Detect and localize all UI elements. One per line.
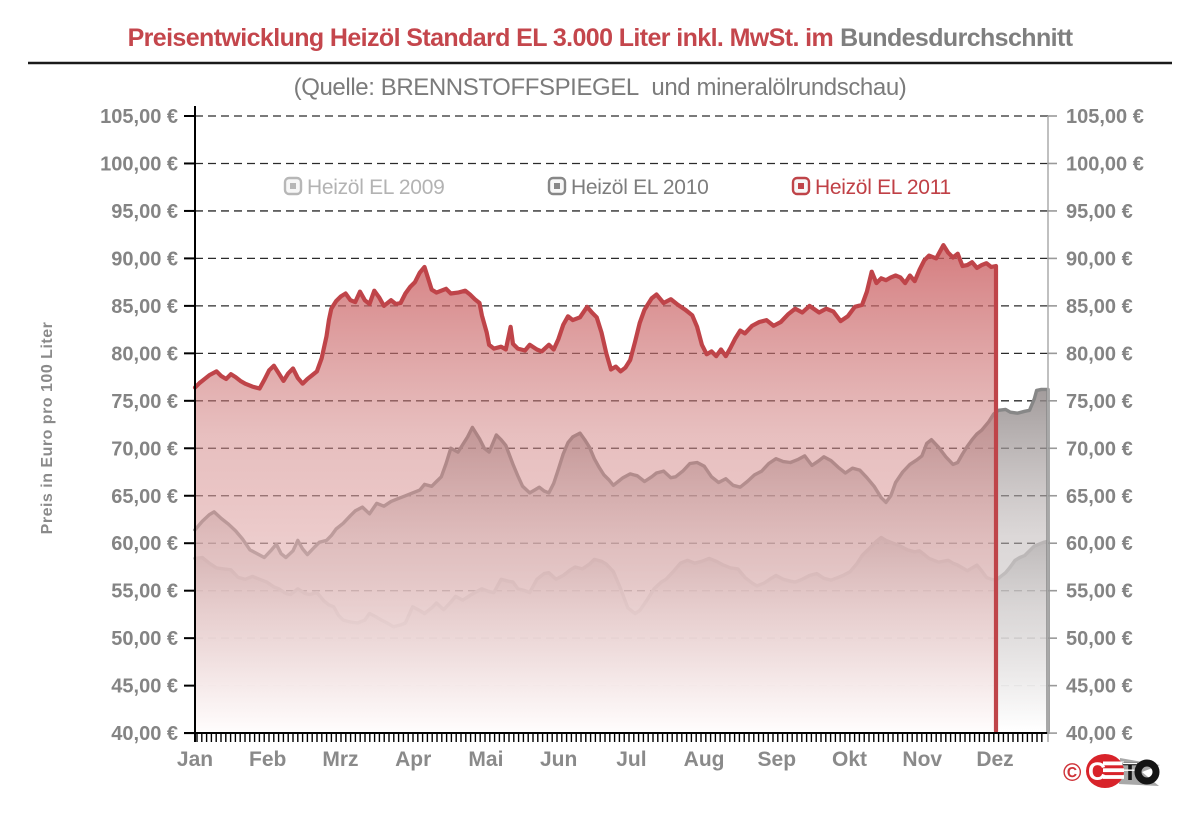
logo-letter-e [1103, 761, 1124, 779]
ceto-logo: © C T [1063, 754, 1160, 788]
month-label-mrz: Mrz [322, 748, 358, 771]
y-label-left: 60,00 € [111, 533, 178, 555]
legend-marker-dot-icon [554, 183, 560, 189]
y-label-right: 70,00 € [1066, 438, 1133, 460]
y-label-left: 45,00 € [111, 676, 178, 698]
y-label-right: 105,00 € [1066, 106, 1144, 128]
legend-item-2009: Heizöl EL 2009 [283, 176, 445, 199]
y-label-right: 60,00 € [1066, 533, 1133, 555]
month-label-jun: Jun [540, 748, 577, 771]
logo-letter-o-icon [1134, 759, 1160, 785]
y-label-left: 95,00 € [111, 201, 178, 223]
y-label-left: 75,00 € [111, 391, 178, 413]
y-label-left: 40,00 € [111, 723, 178, 745]
y-label-left: 65,00 € [111, 486, 178, 508]
month-labels: Jan Feb Mrz Apr Mai Jun Jul Aug Sep Okt Nov Dez [177, 748, 1014, 771]
legend-item-2011: Heizöl EL 2011 [791, 176, 951, 199]
y-label-right: 100,00 € [1066, 153, 1144, 175]
month-label-apr: Apr [395, 748, 431, 771]
y-label-right: 55,00 € [1066, 581, 1133, 603]
legend-label-2010: Heizöl EL 2010 [571, 176, 708, 199]
y-label-left: 70,00 € [111, 438, 178, 460]
month-label-okt: Okt [832, 748, 867, 771]
legend-label-2009: Heizöl EL 2009 [307, 176, 444, 199]
y-label-left: 80,00 € [111, 343, 178, 365]
y-label-right: 80,00 € [1066, 343, 1133, 365]
y-label-right: 85,00 € [1066, 296, 1133, 318]
legend-marker-dot-icon [290, 183, 296, 189]
series-layer [192, 243, 1050, 734]
y-label-right: 65,00 € [1066, 486, 1133, 508]
y-label-right: 75,00 € [1066, 391, 1133, 413]
y-label-right: 50,00 € [1066, 628, 1133, 650]
y-label-right: 45,00 € [1066, 676, 1133, 698]
month-label-aug: Aug [684, 748, 725, 771]
month-label-sep: Sep [758, 748, 797, 771]
legend-marker-dot-icon [798, 183, 804, 189]
month-label-dez: Dez [976, 748, 1013, 771]
page-title-gray-part: Bundesdurchschnitt [840, 24, 1074, 52]
legend-item-2010: Heizöl EL 2010 [547, 176, 709, 199]
month-label-nov: Nov [902, 748, 942, 771]
y-label-left: 55,00 € [111, 581, 178, 603]
y-label-left: 105,00 € [100, 106, 178, 128]
y-label-right: 90,00 € [1066, 248, 1133, 270]
legend: Heizöl EL 2009 Heizöl EL 2010 Heizöl EL … [283, 176, 951, 199]
line-heizöl-el-2011 [192, 243, 999, 734]
month-label-feb: Feb [249, 748, 286, 771]
y-labels-left: 40,00 € 45,00 € 50,00 € 55,00 € 60,00 € 65,00… [100, 106, 178, 745]
page-title: Preisentwicklung Heizöl Standard EL 3.00… [128, 24, 1074, 52]
y-label-left: 85,00 € [111, 296, 178, 318]
legend-label-2011: Heizöl EL 2011 [815, 176, 951, 199]
chart-subtitle: (Quelle: BRENNSTOFFSPIEGEL und mineralöl… [294, 74, 907, 101]
month-label-mai: Mai [468, 748, 503, 771]
y-label-left: 50,00 € [111, 628, 178, 650]
y-axis-title: Preis in Euro pro 100 Liter [39, 322, 56, 535]
month-label-jan: Jan [177, 748, 213, 771]
logo-letter-t: T [1122, 758, 1137, 786]
y-labels-right: 40,00 € 45,00 € 50,00 € 55,00 € 60,00 € 65,00… [1066, 106, 1144, 745]
month-label-jul: Jul [616, 748, 646, 771]
logo-letter-c: C [1088, 758, 1106, 786]
y-label-left: 100,00 € [100, 153, 178, 175]
y-label-left: 90,00 € [111, 248, 178, 270]
area-heizöl-el-2011 [195, 245, 996, 731]
copyright-icon: © [1063, 759, 1082, 787]
axes [184, 106, 1057, 742]
y-label-right: 40,00 € [1066, 723, 1133, 745]
page-title-red-part: Preisentwicklung Heizöl Standard EL 3.00… [128, 24, 834, 52]
y-label-right: 95,00 € [1066, 201, 1133, 223]
